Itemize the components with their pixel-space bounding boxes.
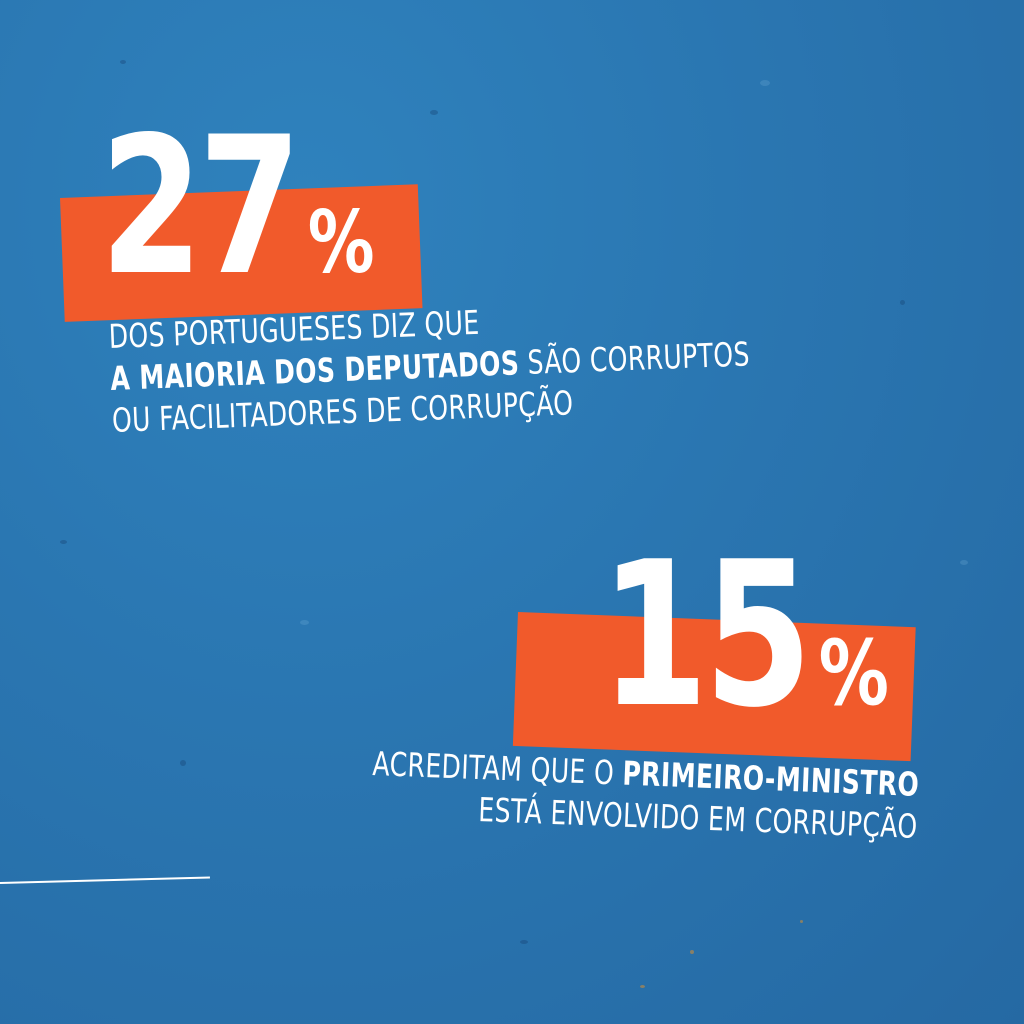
texture-speck	[900, 300, 905, 305]
stat1-percent-sign: %	[307, 194, 375, 293]
texture-speck	[180, 760, 186, 766]
texture-speck	[640, 985, 645, 988]
stat2-value: 15%	[600, 536, 889, 736]
texture-speck	[800, 920, 803, 923]
stat1-caption-line2-rest: SÃO CORRUPTOS	[518, 334, 751, 383]
stat1-caption: DOS PORTUGUESES DIZ QUE A MAIORIA DOS DE…	[108, 291, 752, 442]
stat2-caption-line1-pre: ACREDITAM QUE O	[371, 743, 624, 793]
texture-speck	[120, 60, 126, 64]
texture-speck	[520, 940, 528, 944]
texture-speck	[960, 560, 968, 565]
texture-speck	[760, 80, 770, 86]
stat1-number: 27	[100, 96, 302, 317]
stat2-number: 15	[600, 519, 812, 752]
texture-speck	[60, 540, 67, 544]
texture-speck	[300, 620, 309, 625]
texture-speck	[430, 110, 438, 115]
stat1-value: 27%	[100, 112, 375, 302]
texture-speck	[690, 950, 694, 954]
divider-line	[0, 876, 210, 884]
stat2-percent-sign: %	[818, 621, 890, 726]
